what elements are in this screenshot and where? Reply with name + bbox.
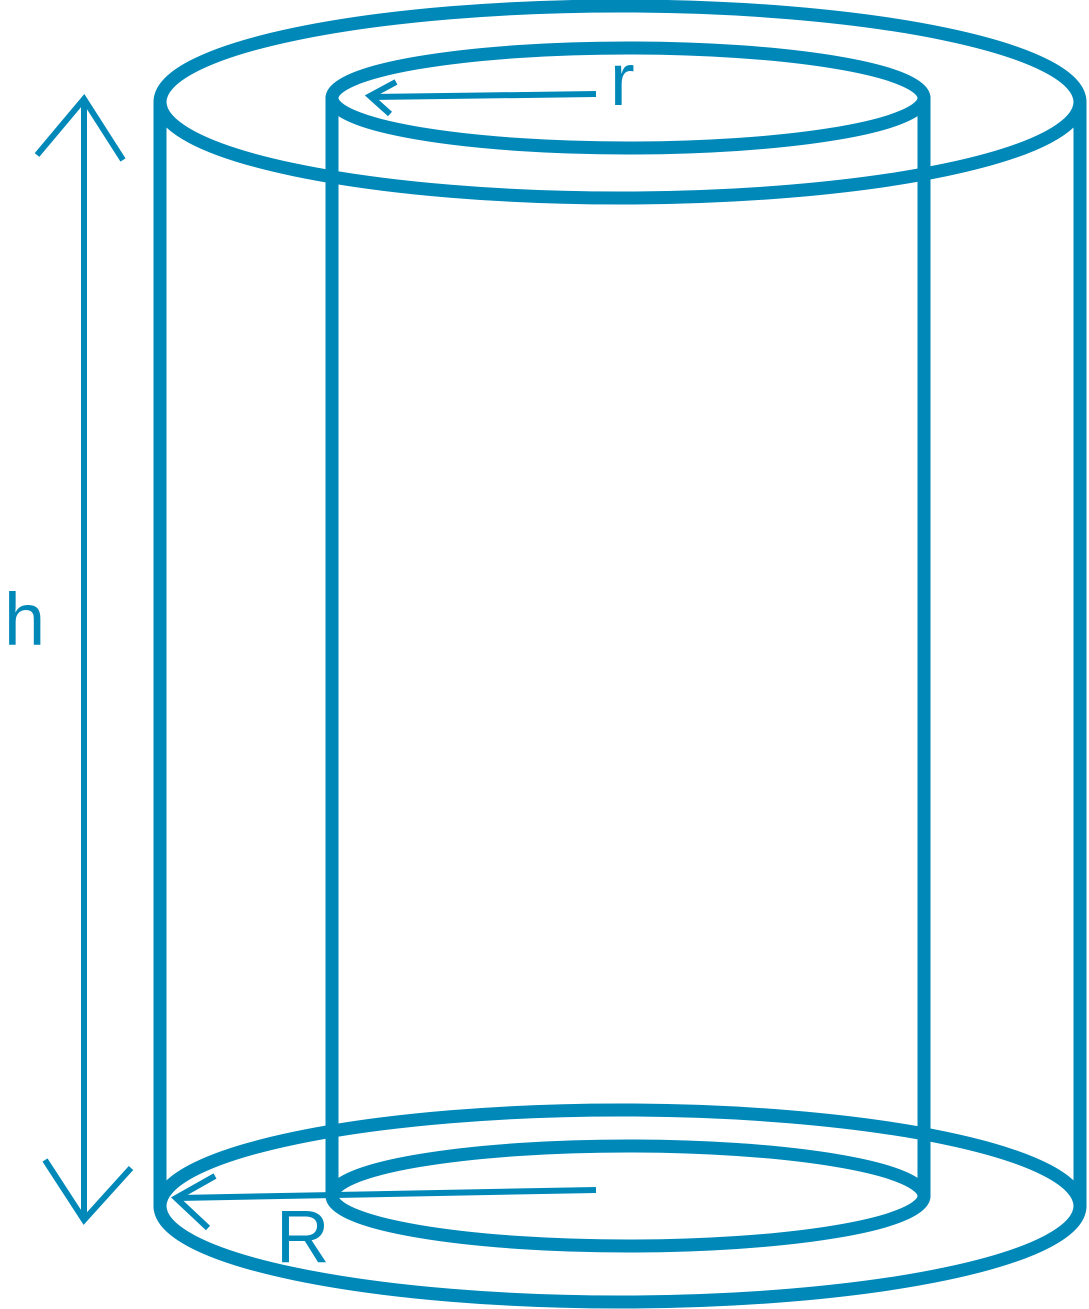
outer-radius-arrow-icon xyxy=(170,1173,217,1231)
inner-radius-arrow-icon xyxy=(364,79,398,117)
inner-radius-line xyxy=(373,91,597,100)
height-arrow-down-icon xyxy=(42,1158,134,1225)
outer-radius-line xyxy=(177,1187,597,1201)
height-label: h xyxy=(4,578,45,661)
height-arrow-up-icon xyxy=(34,93,126,162)
outer-radius-label: R xyxy=(276,1195,329,1278)
inner-radius-label: r xyxy=(610,38,635,121)
